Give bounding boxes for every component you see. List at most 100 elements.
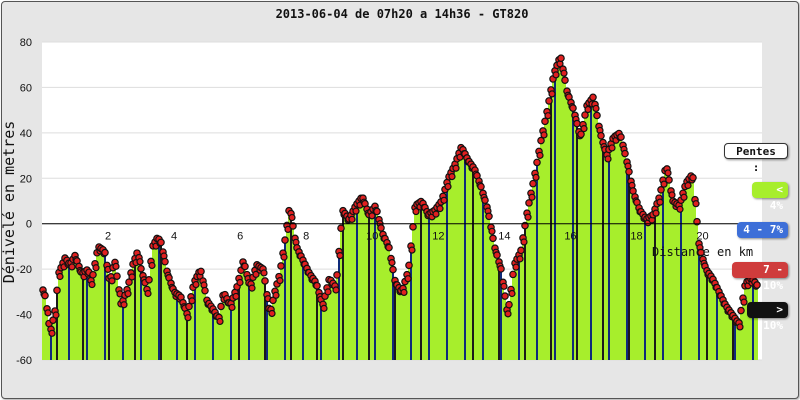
elevation-point xyxy=(108,277,116,285)
elevation-point xyxy=(348,215,356,223)
elevation-point xyxy=(157,238,165,247)
axis-ticks: -60 -40 -20 0 20 40 60 80 2 4 6 8 10 12 14 16 18 20 xyxy=(16,37,709,367)
elevation-point xyxy=(448,172,456,181)
elevation-point xyxy=(440,196,448,204)
y-tick-label: 40 xyxy=(20,128,32,140)
elevation-point xyxy=(589,93,597,102)
elevation-point xyxy=(657,185,665,194)
elevation-point xyxy=(145,276,153,284)
elevation-point xyxy=(332,286,340,294)
elevation-point xyxy=(532,173,540,181)
elevation-point xyxy=(557,54,565,63)
elevation-point xyxy=(337,224,345,233)
elevation-point xyxy=(112,262,120,270)
elevation-point xyxy=(617,133,625,141)
elevation-point xyxy=(377,224,385,232)
elevation-point xyxy=(324,288,332,296)
elevation-point xyxy=(232,292,240,301)
elevation-point xyxy=(529,179,537,188)
elevation-point xyxy=(604,155,612,163)
x-tick-label: 14 xyxy=(498,231,510,243)
elevation-point xyxy=(692,200,700,208)
elevation-point xyxy=(668,191,676,199)
chart-title: 2013-06-04 de 07h20 a 14h36 - GT820 xyxy=(276,7,529,21)
elevation-point xyxy=(660,180,668,188)
elevation-point xyxy=(408,246,416,254)
elevation-point xyxy=(368,212,376,220)
elevation-point xyxy=(608,144,616,152)
elevation-point xyxy=(405,261,413,270)
elevation-point xyxy=(44,309,52,317)
elevation-point xyxy=(753,281,761,289)
elevation-point xyxy=(493,251,501,259)
elevation-point xyxy=(101,248,109,257)
elevation-point xyxy=(288,213,296,222)
elevation-point xyxy=(544,112,552,120)
legend-slope-4-7: 4 - 7% xyxy=(737,222,788,238)
elevation-point xyxy=(436,205,444,213)
elevation-point xyxy=(736,323,744,331)
x-tick-label: 2 xyxy=(105,231,111,243)
elevation-point xyxy=(520,238,528,246)
elevation-point xyxy=(352,207,360,215)
elevation-point xyxy=(201,286,209,295)
elevation-point xyxy=(541,117,549,126)
elevation-point xyxy=(512,263,520,271)
y-tick-label: 0 xyxy=(26,219,32,231)
x-tick-label: 6 xyxy=(237,231,243,243)
elevation-point xyxy=(697,248,705,257)
elevation-point xyxy=(120,301,128,309)
y-tick-label: -40 xyxy=(16,310,32,322)
elevation-point xyxy=(536,151,544,159)
elevation-point xyxy=(336,251,344,260)
elevation-point xyxy=(260,269,268,277)
elevation-point xyxy=(516,255,524,263)
elevation-point xyxy=(501,292,509,300)
elevation-point xyxy=(452,164,460,172)
y-tick-label: 60 xyxy=(20,82,32,94)
elevation-point xyxy=(192,280,200,289)
elevation-point xyxy=(137,264,145,273)
x-tick-label: 10 xyxy=(366,231,378,243)
legend-slope-under-4: < 4% xyxy=(752,182,788,212)
elevation-point xyxy=(504,310,512,318)
elevation-point xyxy=(540,131,548,139)
elevation-point xyxy=(580,125,588,133)
elevation-point xyxy=(505,300,513,309)
elevation-points xyxy=(39,54,761,337)
elevation-point xyxy=(533,158,541,167)
elevation-point xyxy=(252,270,260,278)
elevation-point xyxy=(552,71,560,79)
elevation-point xyxy=(625,167,633,176)
y-tick-label: -60 xyxy=(16,355,32,367)
elevation-point xyxy=(53,286,61,295)
elevation-point xyxy=(481,196,489,205)
elevation-point xyxy=(228,303,236,312)
elevation-point xyxy=(665,176,673,184)
elevation-point xyxy=(284,225,292,233)
elevation-point xyxy=(737,306,745,315)
elevation-point xyxy=(124,290,132,298)
elevation-point xyxy=(88,280,96,289)
elevation-area xyxy=(42,58,758,360)
elevation-point xyxy=(560,69,568,77)
elevation-point xyxy=(333,271,341,279)
elevation-point xyxy=(577,130,585,139)
elevation-point xyxy=(280,253,288,261)
x-tick-label: 16 xyxy=(564,231,576,243)
x-tick-label: 20 xyxy=(696,231,708,243)
elevation-point xyxy=(489,234,497,243)
elevation-point xyxy=(404,275,412,283)
y-tick-label: 80 xyxy=(20,37,32,49)
elevation-point xyxy=(509,270,517,279)
y-tick-label: 20 xyxy=(20,173,32,185)
elevation-point xyxy=(485,212,493,221)
elevation-point xyxy=(573,119,581,128)
elevation-point xyxy=(236,278,244,287)
elevation-point xyxy=(385,243,393,252)
x-tick-label: 4 xyxy=(171,231,177,243)
elevation-point xyxy=(277,262,285,270)
elevation-point xyxy=(592,104,600,113)
